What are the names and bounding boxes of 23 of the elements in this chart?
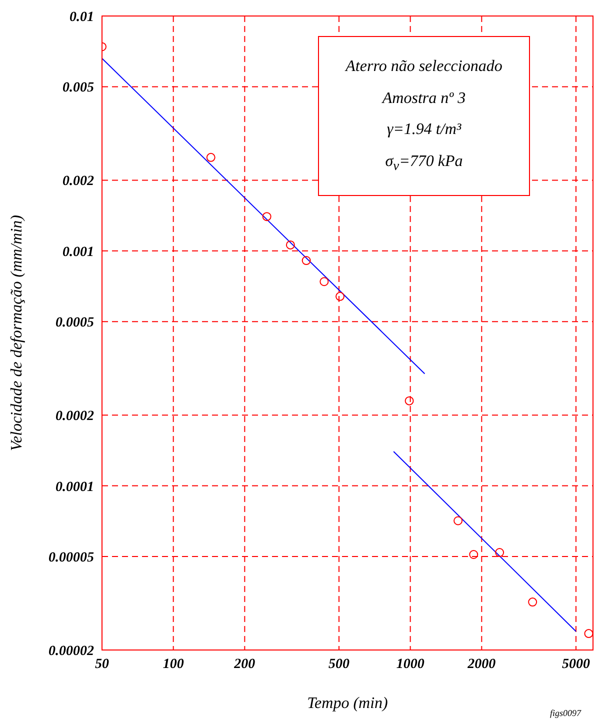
x-tick-label: 2000	[466, 656, 496, 672]
annotation: γ=1.94 t/m³	[386, 121, 462, 140]
x-tick-label: 1000	[396, 656, 424, 672]
x-tick-label: 50	[95, 656, 109, 672]
x-tick-label: 5000	[562, 656, 590, 672]
y-tick-label: 0.0002	[56, 409, 94, 424]
y-axis-title: Velocidade de deformação (mm/min)	[8, 215, 26, 451]
y-tick-label: 0.0005	[56, 316, 94, 331]
annotation: Amostra nº 3	[382, 90, 466, 108]
y-tick-label: 0.01	[70, 10, 94, 25]
y-tick-label: 0.00002	[48, 644, 94, 659]
x-tick-label: 100	[162, 656, 184, 672]
y-tick-label: 0.00005	[48, 550, 94, 566]
y-tick-label: 0.005	[62, 80, 94, 96]
y-tick-label: 0.001	[62, 244, 94, 260]
y-tick-label: 0.0001	[56, 480, 94, 495]
caption: figs0097	[550, 708, 581, 718]
y-tick-label: 0.002	[62, 174, 94, 190]
annotation: σ$_{v}$=770 kPa	[385, 152, 463, 174]
x-tick-label: 200	[233, 656, 256, 672]
x-axis-title: Tempo (min)	[307, 695, 388, 712]
annotation: Aterro não seleccionado	[346, 58, 502, 76]
x-tick-label: 500	[328, 656, 350, 672]
